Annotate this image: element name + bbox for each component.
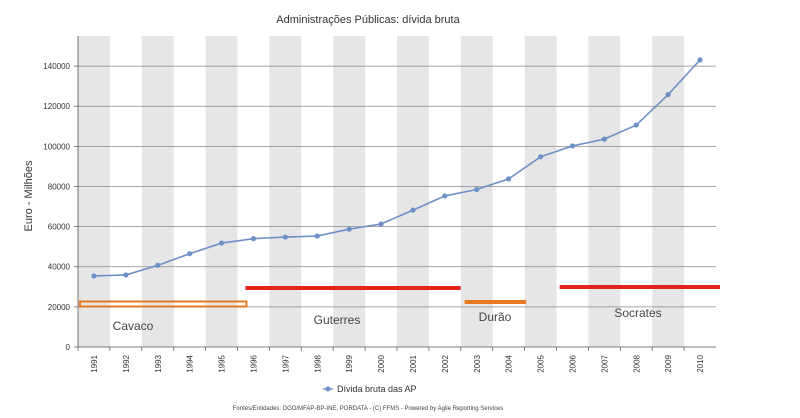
x-tick-label-1998: 1998 [313, 354, 322, 372]
data-point-2010 [697, 57, 703, 63]
band-2007 [588, 36, 621, 347]
legend: Dívida bruta das AP [323, 384, 417, 394]
x-tick-label-1992: 1992 [122, 354, 131, 372]
period-bar-socrates [559, 285, 720, 289]
source-footer: Fontes/Entidades: DGO/MFAP-BP-INE, PORDA… [233, 406, 504, 412]
y-tick-label-60000: 60000 [48, 223, 71, 232]
x-tick-label-1996: 1996 [249, 354, 258, 372]
y-tick-label-140000: 140000 [43, 62, 70, 71]
y-tick-labels: 0 20000 40000 60000 80000 100000 120000 140000 [43, 62, 78, 352]
series-layer [93, 59, 701, 277]
data-point-1995 [218, 240, 225, 246]
band-1993 [141, 36, 174, 347]
data-point-2008 [633, 122, 639, 128]
data-point-2006 [569, 143, 576, 149]
x-tick-label-2004: 2004 [505, 354, 514, 372]
x-tick-label-2008: 2008 [632, 354, 641, 372]
x-tick-label-2002: 2002 [441, 354, 450, 372]
y-tick-label-100000: 100000 [43, 142, 70, 151]
band-2009 [652, 36, 685, 347]
y-tick-label-20000: 20000 [48, 303, 71, 312]
x-tick-label-1994: 1994 [186, 354, 195, 372]
x-tick-label-1995: 1995 [218, 354, 227, 372]
x-tick-label-1993: 1993 [154, 354, 163, 372]
y-tick-label-80000: 80000 [48, 182, 71, 191]
data-point-1998 [314, 233, 320, 239]
x-tick-label-1997: 1997 [281, 354, 290, 372]
data-point-1992 [123, 272, 129, 278]
series-line-divida-bruta [93, 59, 701, 277]
x-tick-label-2001: 2001 [409, 354, 418, 372]
data-point-1993 [155, 262, 161, 268]
data-point-2005 [537, 154, 544, 160]
x-tick-label-1999: 1999 [345, 354, 354, 372]
data-point-1991 [91, 273, 97, 279]
legend-marker [325, 386, 331, 392]
x-tick-labels: 1991 1992 1993 1994 1995 1996 1997 1998 1999 2000… [77, 347, 705, 373]
data-point-1996 [250, 236, 257, 242]
period-label-socrates: Socrates [614, 306, 661, 320]
x-tick-label-2006: 2006 [568, 354, 577, 372]
data-point-2002 [442, 193, 448, 199]
period-label-duro: Durão [479, 310, 512, 324]
band-1991 [78, 36, 110, 347]
x-tick-label-1991: 1991 [90, 354, 99, 372]
period-label-guterres: Guterres [314, 313, 361, 327]
y-axis-title: Euro - Milhões [23, 160, 35, 231]
period-label-cavaco: Cavaco [113, 319, 154, 333]
x-tick-label-2000: 2000 [377, 354, 386, 372]
period-bar-cavaco [79, 300, 248, 308]
data-point-2004 [506, 176, 512, 182]
data-point-1999 [346, 226, 352, 232]
period-bar-guterres [245, 286, 461, 290]
period-bar-duro [464, 300, 527, 304]
data-point-2009 [665, 91, 671, 98]
band-2005 [524, 36, 557, 347]
y-tick-label-120000: 120000 [43, 102, 70, 111]
x-tick-label-2007: 2007 [600, 354, 609, 372]
alternating-bands [78, 36, 685, 347]
y-tick-label-40000: 40000 [48, 263, 71, 272]
data-point-1994 [187, 251, 193, 257]
chart-title: Administrações Públicas: dívida bruta [276, 14, 460, 26]
x-tick-label-2003: 2003 [473, 354, 482, 372]
x-tick-label-2009: 2009 [664, 354, 673, 372]
data-point-1997 [282, 234, 288, 240]
band-1997 [269, 36, 302, 347]
band-2001 [397, 36, 429, 347]
x-tick-label-2005: 2005 [537, 354, 546, 372]
data-point-2007 [601, 136, 607, 142]
band-1995 [205, 36, 238, 347]
y-tick-label-0: 0 [66, 343, 71, 352]
data-point-2000 [378, 221, 384, 227]
x-tick-label-2010: 2010 [696, 354, 705, 372]
legend-label: Dívida bruta das AP [337, 384, 417, 394]
data-points [91, 57, 703, 279]
data-point-2001 [410, 207, 416, 213]
data-point-2003 [474, 186, 480, 193]
band-1999 [333, 36, 366, 347]
government-periods: Cavaco Guterres Durão Socrates [79, 285, 720, 333]
